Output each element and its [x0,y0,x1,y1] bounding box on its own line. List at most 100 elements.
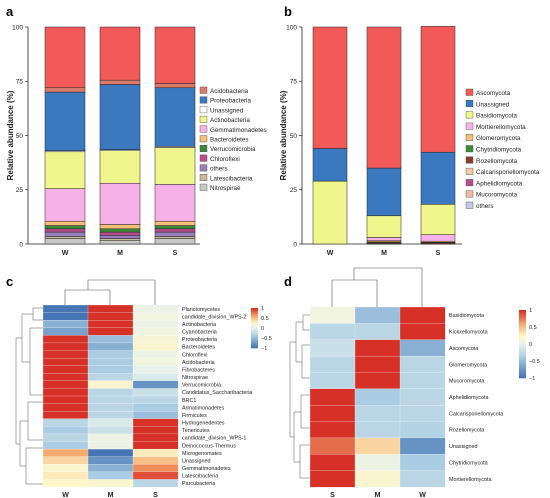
row-dendrogram-branch [301,344,310,379]
bar-segment-ascomycota [420,26,456,153]
legend-swatch [199,86,208,94]
row-label: Firmicutes [182,413,207,419]
bar-segment-basidiomycota [312,180,348,245]
bar-segment-top [44,26,86,89]
heatmap-cell [309,421,356,439]
colorbar-segment [251,328,258,330]
heatmap-cell [87,464,134,473]
heatmap-cell [87,388,134,397]
bar-segment-proteobacteria [154,87,196,147]
panel-label-c: c [6,274,13,289]
colorbar-segment [519,321,526,324]
colorbar-segment [251,347,258,349]
row-dendrogram-branch [21,313,33,363]
heatmap-cell [42,403,89,412]
heatmap-cell [309,355,356,373]
row-label: Mucoromycota [449,379,484,385]
bar-segment-actinobacteria [154,147,196,185]
colorbar-segment [519,344,526,346]
row-label: Gemmatimonadetes [182,466,231,472]
bar-segment-unassigned [312,148,348,182]
row-label: Parcubacteria [182,481,215,487]
heatmap-cell [87,426,134,435]
legend-swatch [199,96,208,104]
y-tick-label: 75 [290,79,298,86]
colorbar-segment [519,352,526,355]
heatmap-cell [399,421,446,439]
row-dendrogram-branch [29,327,43,396]
colorbar-segment [251,332,258,334]
heatmap-cell [87,365,134,374]
colorbar-segment [251,321,258,323]
heatmap-cell [42,320,89,329]
legend-swatch [199,174,208,182]
colorbar-tick-label: 0 [261,326,264,332]
colorbar-segment [251,312,258,314]
row-label: Unassigned [182,458,210,464]
colorbar-segment [251,340,258,342]
heatmap-cell [309,372,356,390]
heatmap-cell [309,470,356,488]
colorbar-segment [251,313,258,315]
heatmap-cell [399,306,446,324]
heatmap-cell [354,421,401,439]
colorbar-segment [519,333,526,336]
column-label: S [330,492,335,498]
heatmap-cell [354,470,401,488]
bar-segment-acidobacteria [154,83,196,89]
colorbar-segment [251,317,258,319]
heatmap-cell [42,304,89,313]
legend-swatch [465,122,474,130]
colorbar-segment [251,316,258,318]
row-label: Mortierellomycota [449,477,492,483]
colorbar-segment [251,337,258,339]
legend-entry: Nitrospirae [210,185,241,192]
bar-segment-bacteroidetes [154,220,196,226]
bar-segment-others [154,231,196,237]
colorbar-segment [519,350,526,353]
heatmap-cell [399,339,446,357]
heatmap-cell [132,357,179,366]
legend-swatch [199,164,208,172]
heatmap-cell [132,304,179,313]
legend-entry: Rozellomycota [476,158,518,165]
heatmap-cell [399,437,446,455]
legend-entry: Mortierellomycota [476,124,526,131]
colorbar-segment [251,330,258,332]
bar-segment-latescibacteria [154,236,196,239]
column-label: M [108,492,114,498]
y-tick-label: 50 [290,133,298,140]
colorbar-segment [519,340,526,343]
colorbar-tick-label: 0 [529,342,532,348]
row-label: Unassigned [449,444,477,450]
heatmap-cell [42,479,89,488]
heatmap-cell [309,339,356,357]
colorbar-segment [519,374,526,377]
heatmap-cell [309,306,356,324]
colorbar-segment [519,354,526,357]
row-label: Deinococcus-Thermus [182,443,236,449]
heatmap-cell [309,437,356,455]
row-dendrogram-branch [19,420,28,467]
row-label: Ascomycota [449,346,478,352]
bar-segment-basidiomycota [366,215,402,238]
column-label: S [153,492,158,498]
colorbar-segment [251,325,258,327]
heatmap-cell [87,327,134,336]
heatmap-cell [87,479,134,488]
heatmap-cell [354,306,401,324]
row-dendrogram-branch [15,337,22,445]
colorbar-segment [519,371,526,374]
colorbar-segment [251,342,258,344]
bar-segment-acidobacteria [44,87,86,93]
heatmap-cell [399,372,446,390]
heatmap-cell [42,411,89,420]
row-dendrogram-branch [27,401,43,441]
heatmap-cell [399,323,446,341]
row-label: BRC1 [182,398,196,404]
bar-segment-latescibacteria [44,236,86,239]
colorbar-segment [519,315,526,318]
legend-swatch [465,179,474,187]
